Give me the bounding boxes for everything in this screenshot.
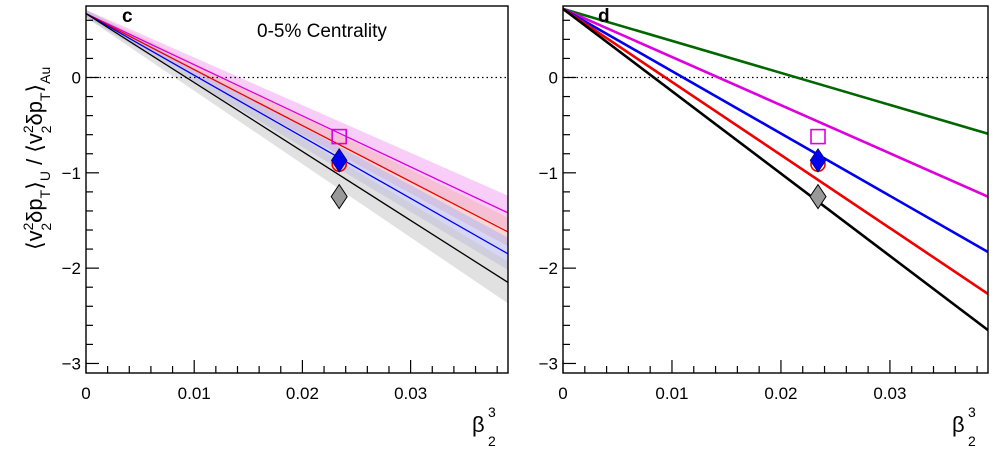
x-tick-label: 0 <box>558 384 567 403</box>
marker-diamond-2 <box>809 147 827 173</box>
y-axis-title-part: ⟨v <box>22 230 47 250</box>
x-axis-title-sub: 2 <box>488 433 496 449</box>
y-axis-title-part: 2 <box>20 125 36 133</box>
marker-square-0 <box>331 128 348 145</box>
plot-frame <box>562 5 989 374</box>
plot-area <box>563 7 988 332</box>
x-tick-label: 0.02 <box>764 384 797 403</box>
panel-letter: d <box>598 6 610 27</box>
y-axis-title-part: U <box>37 171 53 181</box>
marker-diamond-2 <box>330 147 348 173</box>
marker-diamond-3 <box>809 183 827 210</box>
series-line-3 <box>86 13 508 283</box>
plot-frame <box>85 5 509 374</box>
x-tick-label: 0.02 <box>286 384 319 403</box>
series-line-0 <box>86 13 508 214</box>
series-line-0 <box>563 7 988 135</box>
series-line-3 <box>563 7 988 295</box>
series-line-1 <box>86 13 508 233</box>
y-axis-title-part: δp <box>22 101 47 125</box>
plot-area <box>86 9 508 304</box>
y-axis-title-part: δp <box>22 198 47 222</box>
y-axis-title-part: ⟩ <box>22 84 47 93</box>
y-tick-label: −1 <box>539 164 558 183</box>
y-tick-label: −2 <box>539 259 558 278</box>
y-axis-title-part: 2 <box>20 222 36 230</box>
y-tick-label: −1 <box>62 164 81 183</box>
y-axis-title-part: T <box>37 189 53 198</box>
y-tick-label: −3 <box>539 354 558 373</box>
y-axis-title-part: 2 <box>38 125 54 133</box>
panel-letter: c <box>122 6 133 27</box>
marker-diamond-3 <box>330 183 348 210</box>
series-line-2 <box>563 7 988 254</box>
y-axis-title-part: Au <box>37 67 53 84</box>
x-tick-label: 0.01 <box>655 384 688 403</box>
marker-square-0 <box>810 128 826 145</box>
y-axis-title-part: ⟩ <box>22 181 47 190</box>
centrality-annotation: 0-5% Centrality <box>257 21 387 42</box>
panel-d: 0 0.01 0.02 0.03 0 −1 −2 −3 d β 3 2 <box>539 5 989 449</box>
x-tick-label: 0 <box>81 384 90 403</box>
series-line-2 <box>86 13 508 255</box>
y-tick-label: 0 <box>72 68 81 87</box>
x-axis-title-sub: 2 <box>968 433 976 449</box>
x-tick-label: 0.03 <box>873 384 906 403</box>
y-axis-title: ⟨v2 2δpT⟩U / ⟨v2 2δpT⟩Au <box>20 67 54 250</box>
x-axis-title: β <box>952 412 965 437</box>
uncertainty-band-3 <box>86 9 508 304</box>
series-line-4 <box>563 7 988 332</box>
x-axis-title-sup: 3 <box>968 404 976 420</box>
y-tick-label: 0 <box>549 68 558 87</box>
y-tick-label: −3 <box>62 354 81 373</box>
series-line-1 <box>563 7 988 198</box>
x-tick-label: 0.03 <box>394 384 427 403</box>
x-axis-title-sup: 3 <box>488 404 496 420</box>
x-tick-label: 0.01 <box>178 384 211 403</box>
y-tick-label: −2 <box>62 259 81 278</box>
y-axis-title-part: 2 <box>38 223 54 231</box>
y-axis-title-part: / ⟨v <box>22 133 47 171</box>
y-axis-title-part: T <box>37 92 53 101</box>
x-axis-title: β <box>472 412 485 437</box>
